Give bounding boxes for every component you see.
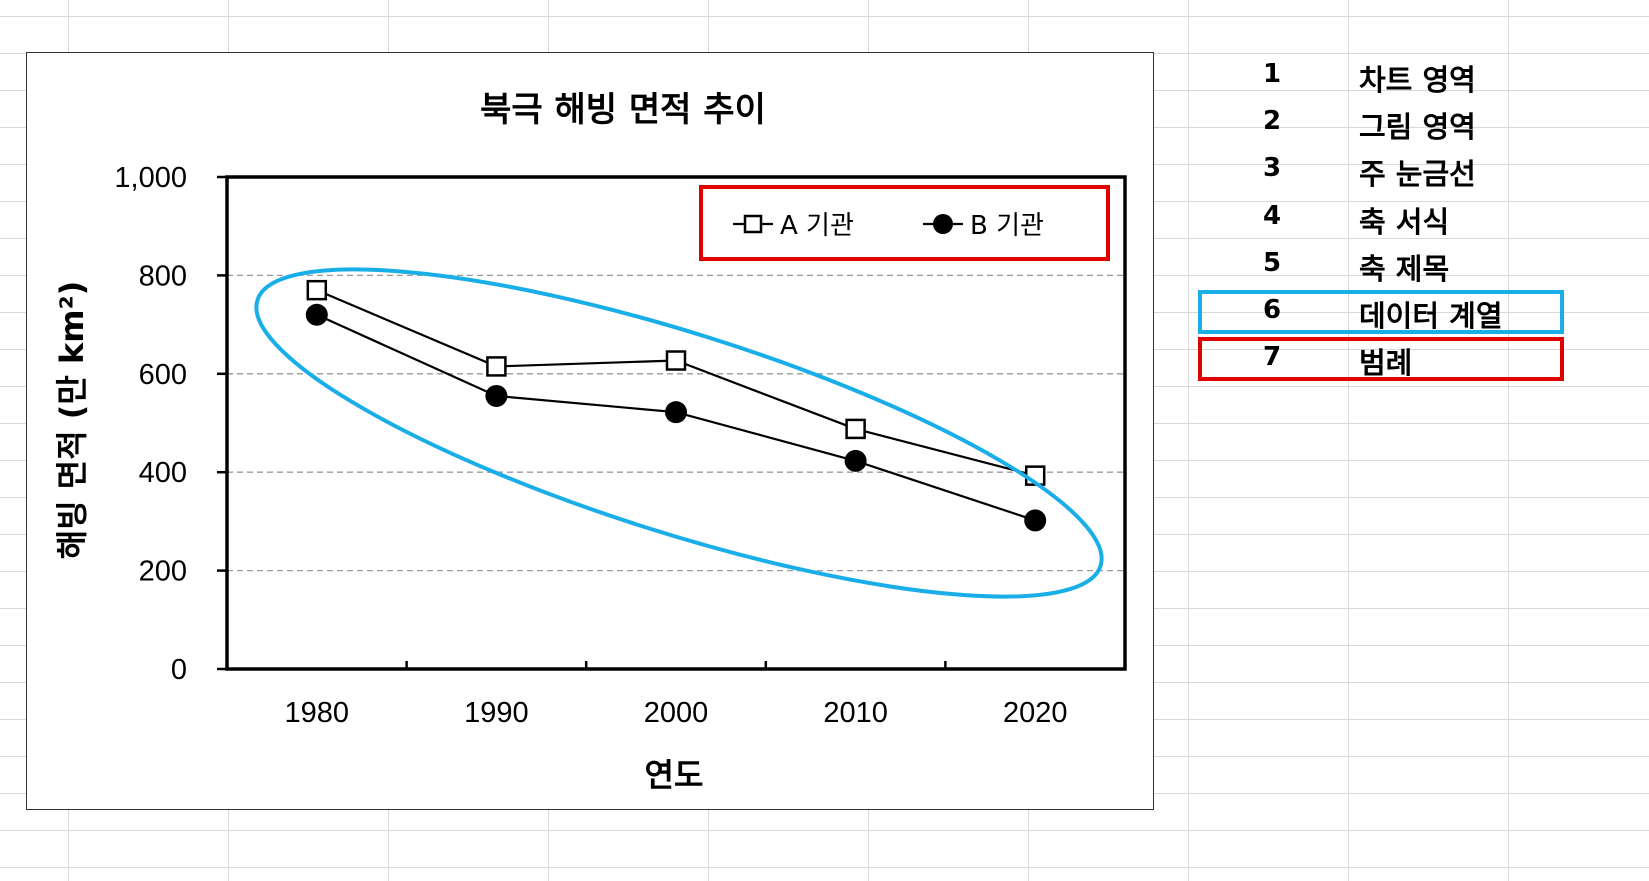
data-point-b[interactable] [305, 303, 328, 326]
chart-area[interactable]: 북극 해빙 면적 추이 연도 해빙 면적 (만 km²) 0 200 400 600 8… [26, 52, 1154, 810]
highlight-box [1198, 290, 1564, 334]
list-item-number: 5 [1262, 248, 1282, 278]
y-tick-label: 1,000 [114, 162, 187, 194]
legend-highlight-box [699, 185, 1110, 261]
legend-marker-b [933, 214, 953, 234]
chart-elements-list: 1 차트 영역 2 그림 영역 3 주 눈금선 4 축 서식 5 축 제목 6 데이터 계열 7 범례 [1154, 0, 1649, 881]
y-tick-label: 800 [139, 260, 187, 292]
data-series-highlight-ellipse [254, 267, 1104, 599]
list-item: 6 데이터 계열 [1154, 288, 1649, 335]
legend-label-b: B 기관 [970, 211, 1044, 241]
x-tick-label: 2000 [644, 697, 709, 729]
y-tick-label: 200 [139, 556, 187, 588]
list-item: 2 그림 영역 [1154, 99, 1649, 146]
list-item-number: 7 [1262, 342, 1282, 372]
data-point-b[interactable] [844, 449, 867, 472]
list-item: 5 축 제목 [1154, 241, 1649, 288]
x-tick-label: 1990 [464, 697, 529, 729]
legend-marker-a [743, 214, 763, 234]
list-item-number: 6 [1262, 295, 1282, 325]
list-item: 7 범례 [1154, 335, 1649, 382]
list-item-label: 차트 영역 [1359, 63, 1476, 97]
chart-title: 북극 해빙 면적 추이 [480, 90, 766, 130]
list-item-label: 범례 [1359, 346, 1413, 380]
series-line-a[interactable] [316, 289, 1036, 477]
list-item: 3 주 눈금선 [1154, 146, 1649, 193]
legend-label-a: A 기관 [780, 211, 854, 241]
list-item-number: 3 [1262, 153, 1282, 183]
data-point-a[interactable] [845, 418, 866, 440]
list-item-label: 축 서식 [1359, 205, 1450, 239]
x-tick-label: 1980 [285, 697, 350, 729]
line-chart: 북극 해빙 면적 추이 연도 해빙 면적 (만 km²) 0 200 400 600 8… [53, 90, 1130, 794]
x-axis-title: 연도 [645, 756, 704, 794]
list-item-number: 4 [1262, 201, 1282, 231]
y-tick-label: 0 [171, 654, 187, 686]
y-axis-title: 해빙 면적 (만 km²) [53, 281, 91, 560]
list-item-label: 데이터 계열 [1359, 299, 1503, 333]
y-tick-label: 400 [139, 457, 187, 489]
data-point-a[interactable] [486, 356, 507, 377]
data-point-b[interactable] [1024, 509, 1047, 532]
data-point-b[interactable] [665, 401, 687, 424]
highlight-box [1198, 337, 1564, 381]
list-item-number: 2 [1262, 106, 1282, 136]
plot-area-border [225, 175, 1127, 671]
list-item-label: 그림 영역 [1359, 110, 1476, 144]
list-item: 4 축 서식 [1154, 194, 1649, 241]
x-tick-label: 2010 [823, 697, 888, 729]
list-item-label: 주 눈금선 [1359, 157, 1476, 191]
list-item-label: 축 제목 [1359, 252, 1450, 286]
data-point-a[interactable] [306, 279, 328, 301]
x-tick-label: 2020 [1003, 697, 1068, 729]
list-item: 1 차트 영역 [1154, 52, 1649, 99]
data-point-a[interactable] [665, 350, 687, 371]
data-point-b[interactable] [485, 384, 508, 407]
plot-area[interactable]: 0 200 400 600 800 1,000 1980 1990 2000 2010 2020 A … [114, 162, 1130, 729]
list-item-number: 1 [1262, 59, 1282, 89]
y-tick-label: 600 [139, 359, 187, 391]
